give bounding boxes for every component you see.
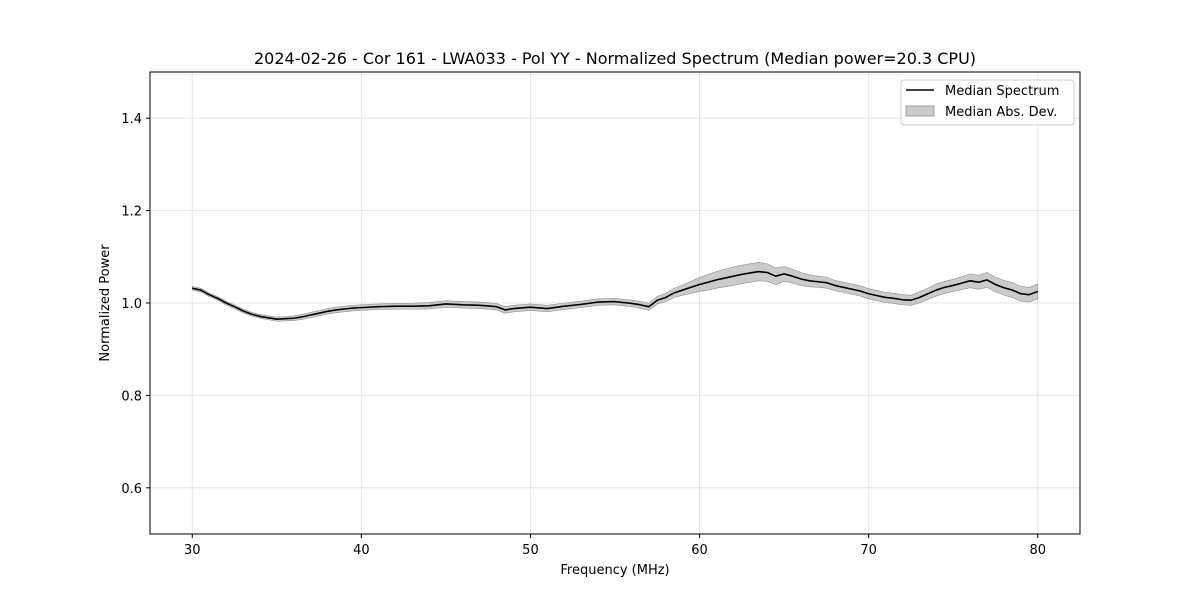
line-layer xyxy=(192,270,1039,320)
legend-median-spectrum-label: Median Spectrum xyxy=(945,84,1059,99)
legend: Median Spectrum Median Abs. Dev. xyxy=(900,79,1075,126)
y-axis-label: Normalized Power xyxy=(98,244,113,362)
y-tick-label: 1.4 xyxy=(121,112,142,127)
x-tick-label: 60 xyxy=(691,543,708,558)
y-tick-label: 1.0 xyxy=(121,297,142,312)
x-tick-label: 50 xyxy=(522,543,539,558)
y-tick-label: 0.8 xyxy=(121,389,142,404)
y-tick-label: 0.6 xyxy=(121,482,142,497)
legend-median-abs-dev-swatch xyxy=(905,105,935,117)
x-tick-label: 40 xyxy=(353,543,370,558)
x-tick-label: 30 xyxy=(184,543,201,558)
x-tick-label: 80 xyxy=(1029,543,1046,558)
tick-layer: 30 40 50 60 70 80 0.6 0.8 1.0 1.2 1.4 xyxy=(121,112,1046,558)
chart-title: 2024-02-26 - Cor 161 - LWA033 - Pol YY -… xyxy=(254,49,976,68)
y-tick-label: 1.2 xyxy=(121,205,142,220)
x-axis-label: Frequency (MHz) xyxy=(560,563,669,578)
median-spectrum-line xyxy=(192,270,1039,320)
x-tick-label: 70 xyxy=(860,543,877,558)
legend-box xyxy=(900,79,1075,126)
legend-median-abs-dev-label: Median Abs. Dev. xyxy=(945,105,1057,120)
